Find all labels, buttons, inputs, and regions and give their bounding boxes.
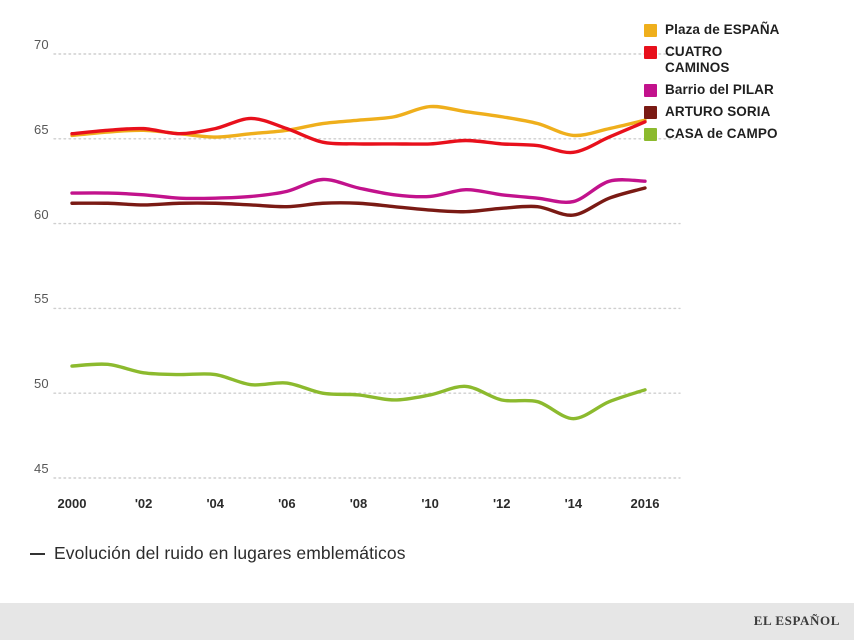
legend-item-label: CUATRO CAMINOS (665, 44, 730, 75)
y-tick-label-55: 55 (34, 291, 49, 307)
brand-logo-text: EL ESPAÑOL (753, 613, 840, 628)
legend-item[interactable]: CASA de CAMPO (644, 126, 850, 142)
legend-item-label: CASA de CAMPO (665, 126, 778, 141)
x-tick-label-2012: '12 (492, 496, 511, 511)
y-tick-label-45: 45 (34, 461, 49, 476)
x-tick-label-2004: '04 (206, 496, 225, 511)
y-tick-label-50: 50 (34, 376, 49, 392)
y-tick-label-60: 60 (34, 206, 49, 222)
legend-item-label: ARTURO SORIA (665, 104, 771, 119)
x-tick-label-2010: '10 (421, 496, 439, 511)
legend-item-label: Plaza de ESPAÑA (665, 22, 780, 37)
legend-item[interactable]: Barrio del PILAR (644, 82, 850, 98)
x-tick-label-2006: '06 (278, 496, 296, 511)
x-tick-label-2008: '08 (349, 496, 368, 511)
legend-color-swatch-icon (644, 24, 657, 37)
line-chart-svg (53, 53, 681, 479)
legend-color-swatch-icon (644, 106, 657, 119)
series-line-0 (70, 104, 647, 139)
x-tick-label-2014: '14 (564, 496, 583, 511)
caption-text: Evolución del ruido en lugares emblemáti… (54, 543, 406, 563)
legend-item[interactable]: CUATRO CAMINOS (644, 44, 850, 76)
x-tick-label-2000: 2000 (57, 496, 87, 511)
chart-caption: Evolución del ruido en lugares emblemáti… (30, 543, 406, 564)
caption-dash-icon (30, 552, 45, 555)
legend-color-swatch-icon (644, 84, 657, 97)
chart-canvas: 70 65 60 55 50 45 2000 '02 '04 '06 '08 '10 '12 '14 20… (34, 37, 681, 511)
series-line-1 (70, 116, 647, 155)
y-tick-label-70: 70 (34, 37, 49, 52)
series-line-2 (70, 177, 647, 205)
x-tick-label-2016: 2016 (630, 496, 660, 511)
series-line-4 (70, 362, 647, 421)
footer-divider (0, 602, 854, 603)
legend-color-swatch-icon (644, 46, 657, 59)
legend-item-label: Barrio del PILAR (665, 82, 774, 97)
legend-item[interactable]: ARTURO SORIA (644, 104, 850, 120)
y-tick-label-65: 65 (34, 121, 49, 137)
chart-legend: Plaza de ESPAÑA CUATRO CAMINOS Barrio del … (644, 22, 850, 148)
legend-color-swatch-icon (644, 128, 657, 141)
x-tick-label-2002: '02 (134, 496, 153, 511)
legend-item[interactable]: Plaza de ESPAÑA (644, 22, 850, 38)
page-footer: EL ESPAÑOL (0, 603, 854, 640)
series-line-3 (70, 186, 647, 217)
